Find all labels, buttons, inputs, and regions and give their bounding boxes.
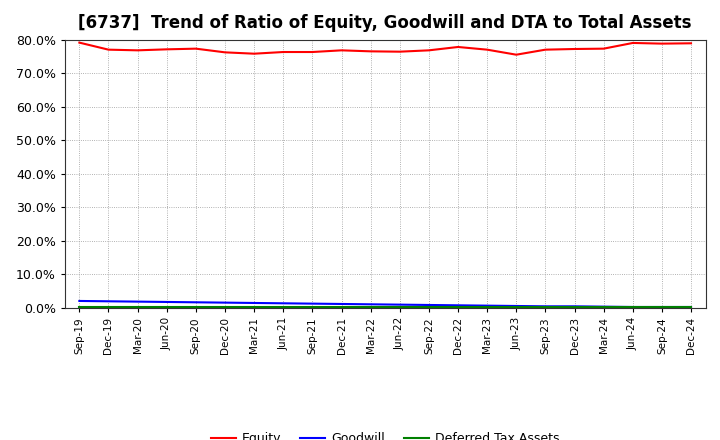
Goodwill <box>483 303 492 308</box>
Deferred Tax Assets <box>512 304 521 310</box>
Deferred Tax Assets <box>337 304 346 310</box>
Goodwill <box>395 302 404 307</box>
Equity <box>425 48 433 53</box>
Goodwill <box>220 300 229 305</box>
Equity <box>512 52 521 57</box>
Deferred Tax Assets <box>220 304 229 310</box>
Deferred Tax Assets <box>629 304 637 310</box>
Title: [6737]  Trend of Ratio of Equity, Goodwill and DTA to Total Assets: [6737] Trend of Ratio of Equity, Goodwil… <box>78 15 692 33</box>
Line: Goodwill: Goodwill <box>79 301 691 307</box>
Deferred Tax Assets <box>366 304 375 310</box>
Equity <box>308 49 317 55</box>
Deferred Tax Assets <box>308 304 317 310</box>
Deferred Tax Assets <box>425 304 433 310</box>
Deferred Tax Assets <box>133 304 142 310</box>
Goodwill <box>308 301 317 306</box>
Goodwill <box>687 304 696 310</box>
Equity <box>366 49 375 54</box>
Deferred Tax Assets <box>483 304 492 310</box>
Goodwill <box>599 304 608 309</box>
Line: Equity: Equity <box>79 43 691 55</box>
Equity <box>629 40 637 46</box>
Goodwill <box>337 301 346 307</box>
Deferred Tax Assets <box>541 304 550 310</box>
Goodwill <box>454 303 462 308</box>
Deferred Tax Assets <box>395 304 404 310</box>
Goodwill <box>425 302 433 308</box>
Equity <box>687 40 696 46</box>
Goodwill <box>163 299 171 304</box>
Equity <box>75 40 84 45</box>
Equity <box>570 46 579 51</box>
Deferred Tax Assets <box>657 304 666 310</box>
Equity <box>541 47 550 52</box>
Goodwill <box>366 302 375 307</box>
Equity <box>163 47 171 52</box>
Deferred Tax Assets <box>250 304 258 310</box>
Equity <box>337 48 346 53</box>
Legend: Equity, Goodwill, Deferred Tax Assets: Equity, Goodwill, Deferred Tax Assets <box>206 427 564 440</box>
Deferred Tax Assets <box>570 304 579 310</box>
Equity <box>279 49 287 55</box>
Equity <box>483 47 492 52</box>
Goodwill <box>133 299 142 304</box>
Goodwill <box>512 303 521 308</box>
Equity <box>250 51 258 56</box>
Deferred Tax Assets <box>599 304 608 310</box>
Deferred Tax Assets <box>163 304 171 310</box>
Goodwill <box>629 304 637 310</box>
Goodwill <box>192 300 200 305</box>
Deferred Tax Assets <box>104 304 113 310</box>
Equity <box>220 50 229 55</box>
Equity <box>192 46 200 51</box>
Goodwill <box>657 304 666 310</box>
Equity <box>104 47 113 52</box>
Goodwill <box>279 301 287 306</box>
Deferred Tax Assets <box>75 304 84 310</box>
Equity <box>395 49 404 54</box>
Deferred Tax Assets <box>192 304 200 310</box>
Deferred Tax Assets <box>279 304 287 310</box>
Goodwill <box>75 298 84 304</box>
Equity <box>599 46 608 51</box>
Goodwill <box>104 299 113 304</box>
Equity <box>454 44 462 50</box>
Goodwill <box>250 301 258 306</box>
Deferred Tax Assets <box>454 304 462 310</box>
Goodwill <box>570 304 579 309</box>
Goodwill <box>541 304 550 309</box>
Equity <box>133 48 142 53</box>
Deferred Tax Assets <box>687 304 696 310</box>
Equity <box>657 41 666 46</box>
